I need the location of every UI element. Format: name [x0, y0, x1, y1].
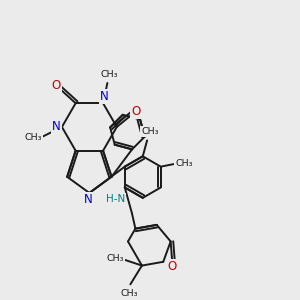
Text: O: O [167, 260, 177, 273]
Text: H-N: H-N [106, 194, 125, 204]
Text: N: N [83, 193, 92, 206]
Text: CH₃: CH₃ [120, 289, 138, 298]
Text: CH₃: CH₃ [106, 254, 124, 263]
Text: N: N [52, 121, 61, 134]
Text: CH₃: CH₃ [175, 159, 193, 168]
Text: CH₃: CH₃ [141, 127, 159, 136]
Text: N: N [100, 90, 109, 103]
Text: O: O [131, 105, 141, 118]
Text: CH₃: CH₃ [24, 133, 42, 142]
Text: O: O [52, 80, 61, 92]
Text: CH₃: CH₃ [100, 70, 118, 80]
